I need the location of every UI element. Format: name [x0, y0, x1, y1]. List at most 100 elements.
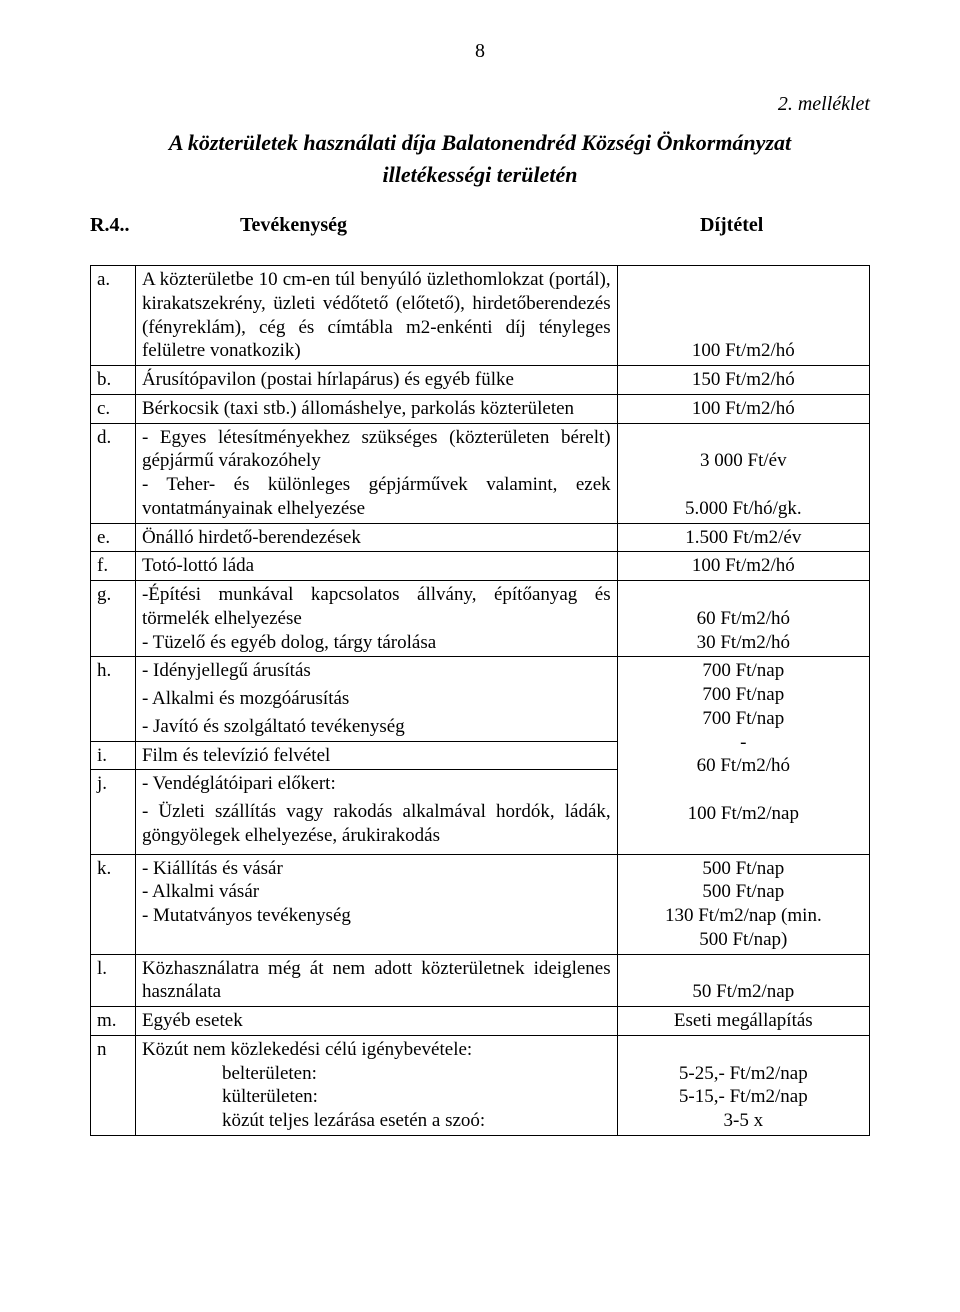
row-fee-line: 500 Ft/nap: [624, 880, 863, 904]
row-fee: Eseti megállapítás: [617, 1007, 869, 1036]
fee-table: a. A közterületbe 10 cm-en túl benyúló ü…: [90, 265, 870, 1136]
row-label: k.: [91, 854, 136, 954]
row-fee-line: 700 Ft/nap: [624, 659, 863, 683]
row-desc: - Kiállítás és vásár - Alkalmi vásár - M…: [135, 854, 617, 954]
row-desc-line: - Egyes létesítményekhez szükséges (közt…: [142, 426, 611, 474]
row-fee-line: 500 Ft/nap): [624, 928, 863, 952]
row-fee: 100 Ft/m2/hó: [617, 266, 869, 366]
row-desc-line: Közút nem közlekedési célú igénybevétele…: [142, 1038, 611, 1062]
row-desc: - Egyes létesítményekhez szükséges (közt…: [135, 423, 617, 523]
page-number: 8: [90, 40, 870, 63]
row-fee-group: 700 Ft/nap 700 Ft/nap 700 Ft/nap - 60 Ft…: [617, 657, 869, 854]
row-desc-line: - Üzleti szállítás vagy rakodás alkalmáv…: [136, 798, 617, 850]
row-fee-line: [624, 426, 863, 450]
row-label: c.: [91, 394, 136, 423]
table-row: g. -Építési munkával kapcsolatos állvány…: [91, 581, 870, 657]
row-fee: 500 Ft/nap 500 Ft/nap 130 Ft/m2/nap (min…: [617, 854, 869, 954]
row-fee-line: 5-15,- Ft/m2/nap: [624, 1085, 863, 1109]
row-fee-line: 700 Ft/nap: [624, 683, 863, 707]
annex-label: 2. melléklet: [90, 93, 870, 116]
table-row: c. Bérkocsik (taxi stb.) állomáshelye, p…: [91, 394, 870, 423]
row-desc: Önálló hirdető-berendezések: [135, 523, 617, 552]
row-desc: Közút nem közlekedési célú igénybevétele…: [135, 1035, 617, 1135]
header-row: R.4.. Tevékenység Díjtétel: [90, 214, 870, 237]
row-fee: 3 000 Ft/év 5.000 Ft/hó/gk.: [617, 423, 869, 523]
row-fee-line: 700 Ft/nap: [624, 707, 863, 731]
row-desc-line: külterületen:: [142, 1085, 611, 1109]
header-ref: R.4..: [90, 214, 180, 237]
row-fee: 60 Ft/m2/hó 30 Ft/m2/hó: [617, 581, 869, 657]
row-fee-line: -: [624, 731, 863, 755]
row-label: f.: [91, 552, 136, 581]
row-label: d.: [91, 423, 136, 523]
row-fee: 50 Ft/m2/nap: [617, 954, 869, 1007]
row-fee-line: 60 Ft/m2/hó: [624, 607, 863, 631]
row-desc-line: - Vendéglátóipari előkert:: [136, 770, 617, 798]
row-desc-line: - Mutatványos tevékenység: [142, 904, 611, 928]
row-desc-line: Film és televízió felvétel: [136, 741, 617, 770]
row-fee: 100 Ft/m2/hó: [617, 394, 869, 423]
row-fee-line: [624, 1038, 863, 1062]
table-row: n Közút nem közlekedési célú igénybevéte…: [91, 1035, 870, 1135]
row-label: a.: [91, 266, 136, 366]
row-desc: Bérkocsik (taxi stb.) állomáshelye, park…: [135, 394, 617, 423]
row-desc-line: - Kiállítás és vásár: [142, 857, 611, 881]
header-activity: Tevékenység: [180, 214, 660, 237]
row-fee-line: 5.000 Ft/hó/gk.: [624, 497, 863, 521]
header-fee: Díjtétel: [660, 214, 920, 237]
table-row: d. - Egyes létesítményekhez szükséges (k…: [91, 423, 870, 523]
row-desc: Közhasználatra még át nem adott közterül…: [135, 954, 617, 1007]
row-label: g.: [91, 581, 136, 657]
table-row: a. A közterületbe 10 cm-en túl benyúló ü…: [91, 266, 870, 366]
table-row: h. i. j. - Idényjellegű árusítás - Alkal…: [91, 657, 870, 854]
row-desc: Totó-lottó láda: [135, 552, 617, 581]
row-desc-line: -Építési munkával kapcsolatos állvány, é…: [142, 583, 611, 631]
row-desc: A közterületbe 10 cm-en túl benyúló üzle…: [135, 266, 617, 366]
row-desc-line: - Tüzelő és egyéb dolog, tárgy tárolása: [142, 631, 611, 655]
row-desc-line: - Alkalmi vásár: [142, 880, 611, 904]
row-desc-line: - Idényjellegű árusítás: [136, 657, 617, 685]
row-label: n: [91, 1035, 136, 1135]
row-label: b.: [91, 366, 136, 395]
row-fee: 100 Ft/m2/hó: [617, 552, 869, 581]
row-fee-line: [624, 583, 863, 607]
row-fee: 1.500 Ft/m2/év: [617, 523, 869, 552]
row-label: i.: [91, 741, 135, 770]
row-desc-line: - Alkalmi és mozgóárusítás: [136, 685, 617, 713]
row-fee-line: 3-5 x: [624, 1109, 863, 1133]
row-fee-line: 500 Ft/nap: [624, 857, 863, 881]
table-row: f. Totó-lottó láda 100 Ft/m2/hó: [91, 552, 870, 581]
row-fee-line: 3 000 Ft/év: [624, 449, 863, 473]
title-line-2: illetékességi területén: [90, 162, 870, 188]
row-desc: -Építési munkával kapcsolatos állvány, é…: [135, 581, 617, 657]
table-row: b. Árusítópavilon (postai hírlapárus) és…: [91, 366, 870, 395]
table-row: e. Önálló hirdető-berendezések 1.500 Ft/…: [91, 523, 870, 552]
row-fee-line: 60 Ft/m2/hó: [624, 754, 863, 778]
row-label: e.: [91, 523, 136, 552]
row-desc-line: belterületen:: [142, 1062, 611, 1086]
row-fee-line: 30 Ft/m2/hó: [624, 631, 863, 655]
row-fee-line: [624, 778, 863, 802]
row-fee-line: 5-25,- Ft/m2/nap: [624, 1062, 863, 1086]
row-fee: 150 Ft/m2/hó: [617, 366, 869, 395]
row-label: h.: [91, 657, 135, 685]
row-label: l.: [91, 954, 136, 1007]
table-row: k. - Kiállítás és vásár - Alkalmi vásár …: [91, 854, 870, 954]
row-desc: Egyéb esetek: [135, 1007, 617, 1036]
row-fee-line: [624, 473, 863, 497]
page: 8 2. melléklet A közterületek használati…: [0, 0, 960, 1176]
row-desc-line: - Javító és szolgáltató tevékenység: [136, 713, 617, 741]
row-fee-line: 130 Ft/m2/nap (min.: [624, 904, 863, 928]
row-desc-line: - Teher- és különleges gépjárművek valam…: [142, 473, 611, 521]
title-line-1: A közterületek használati díja Balatonen…: [90, 130, 870, 156]
row-label: j.: [91, 770, 135, 798]
row-desc-group: - Idényjellegű árusítás - Alkalmi és moz…: [135, 657, 617, 854]
table-row: l. Közhasználatra még át nem adott közte…: [91, 954, 870, 1007]
table-row: m. Egyéb esetek Eseti megállapítás: [91, 1007, 870, 1036]
row-fee: 5-25,- Ft/m2/nap 5-15,- Ft/m2/nap 3-5 x: [617, 1035, 869, 1135]
row-fee-line: 100 Ft/m2/nap: [624, 802, 863, 826]
row-desc: Árusítópavilon (postai hírlapárus) és eg…: [135, 366, 617, 395]
row-label-group: h. i. j.: [91, 657, 136, 854]
row-desc-line: közút teljes lezárása esetén a szoó:: [142, 1109, 611, 1133]
row-label: m.: [91, 1007, 136, 1036]
